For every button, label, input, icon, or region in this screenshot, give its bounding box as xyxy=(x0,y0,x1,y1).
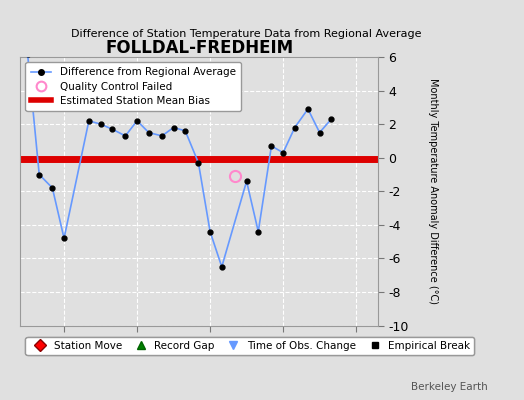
Text: Difference of Station Temperature Data from Regional Average: Difference of Station Temperature Data f… xyxy=(71,29,421,39)
Legend: Station Move, Record Gap, Time of Obs. Change, Empirical Break: Station Move, Record Gap, Time of Obs. C… xyxy=(26,337,474,355)
Text: Berkeley Earth: Berkeley Earth xyxy=(411,382,487,392)
Y-axis label: Monthly Temperature Anomaly Difference (°C): Monthly Temperature Anomaly Difference (… xyxy=(428,78,438,304)
Title: FOLLDAL-FREDHEIM: FOLLDAL-FREDHEIM xyxy=(105,39,293,57)
